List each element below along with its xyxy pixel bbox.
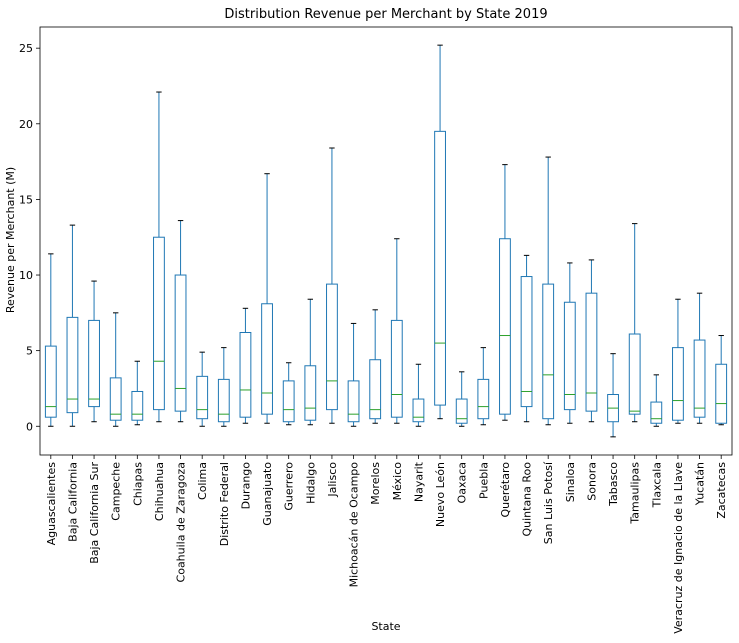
box: [628, 333, 641, 415]
x-tick-label: Campeche: [110, 462, 123, 521]
x-tick-label: Nuevo León: [434, 462, 447, 527]
y-tick-label: 5: [26, 345, 33, 358]
box: [390, 319, 403, 418]
y-tick-label: 15: [19, 193, 33, 206]
box: [499, 238, 511, 415]
box: [585, 292, 598, 412]
x-tick-label: Michoacán de Ocampo: [348, 462, 361, 588]
x-tick-label: Quintana Roo: [521, 462, 534, 537]
x-tick-label: Oaxaca: [456, 462, 469, 503]
box: [196, 375, 209, 420]
x-tick-label: Veracruz de Ignacio de la Llave: [672, 462, 685, 634]
box: [304, 365, 317, 421]
box: [347, 380, 360, 423]
box: [542, 283, 555, 420]
x-tick-label: Coahuila de Zaragoza: [175, 462, 188, 582]
box: [477, 378, 490, 420]
chart-title: Distribution Revenue per Merchant by Sta…: [224, 7, 547, 22]
plot-area: 0 5 10 15 20 25 Aguascalientes Baja California B…: [19, 26, 733, 634]
x-tick-label: Baja California Sur: [88, 462, 101, 564]
x-tick-label: Hidalgo: [304, 462, 317, 504]
y-tick-label: 25: [19, 42, 33, 55]
box: [131, 390, 144, 421]
y-tick-label: 10: [19, 269, 33, 282]
y-tick-label: 20: [19, 118, 33, 131]
x-tick-label: Querétaro: [499, 462, 512, 518]
box: [109, 377, 122, 421]
box: [44, 345, 57, 418]
x-tick-label: Morelos: [369, 462, 382, 505]
box: [174, 274, 187, 412]
x-tick-label: Colima: [196, 462, 209, 500]
box: [217, 378, 230, 423]
x-tick-label: Baja California: [66, 462, 79, 542]
x-tick-label: México: [391, 462, 404, 501]
x-tick-label: Jalisco: [326, 462, 339, 498]
box: [563, 301, 576, 411]
x-axis-label: State: [371, 620, 400, 633]
box: [153, 236, 165, 411]
x-tick-label: Sinaloa: [564, 462, 577, 502]
box: [239, 331, 252, 418]
x-tick-label: Tamaulipas: [629, 462, 642, 525]
x-tick-label: Zacatecas: [715, 462, 728, 519]
box: [715, 363, 728, 424]
box: [650, 401, 663, 424]
box: [282, 380, 295, 423]
box: [672, 347, 684, 421]
box: [520, 276, 533, 408]
x-tick-label: Puebla: [477, 462, 490, 499]
y-axis-label: Revenue per Merchant (M): [4, 167, 17, 313]
box: [369, 359, 382, 420]
box: [261, 303, 273, 415]
x-tick-label: Tabasco: [607, 462, 620, 507]
x-tick-label: Tlaxcala: [650, 462, 663, 508]
axes-frame: [39, 26, 733, 456]
box: [693, 339, 706, 418]
box: [326, 283, 338, 411]
x-tick-label: Nayarit: [412, 461, 425, 502]
box: [412, 398, 425, 423]
x-tick-label: Chiapas: [131, 462, 144, 506]
x-tick-label: Yucatán: [694, 462, 707, 506]
box: [455, 398, 468, 424]
x-tick-label: San Luis Potosí: [542, 461, 555, 544]
x-tick-label: Distrito Federal: [218, 462, 231, 546]
x-tick-label: Guanajuato: [261, 462, 274, 526]
x-tick-label: Guerrero: [283, 462, 296, 511]
box: [88, 319, 100, 408]
box: [434, 130, 446, 406]
x-tick-label: Chihuahua: [153, 462, 166, 521]
y-tick-label: 0: [26, 420, 33, 433]
x-tick-label: Durango: [239, 462, 252, 510]
x-tick-label: Sonora: [585, 462, 598, 501]
box: [66, 316, 79, 414]
x-tick-label: Aguascalientes: [45, 462, 58, 546]
